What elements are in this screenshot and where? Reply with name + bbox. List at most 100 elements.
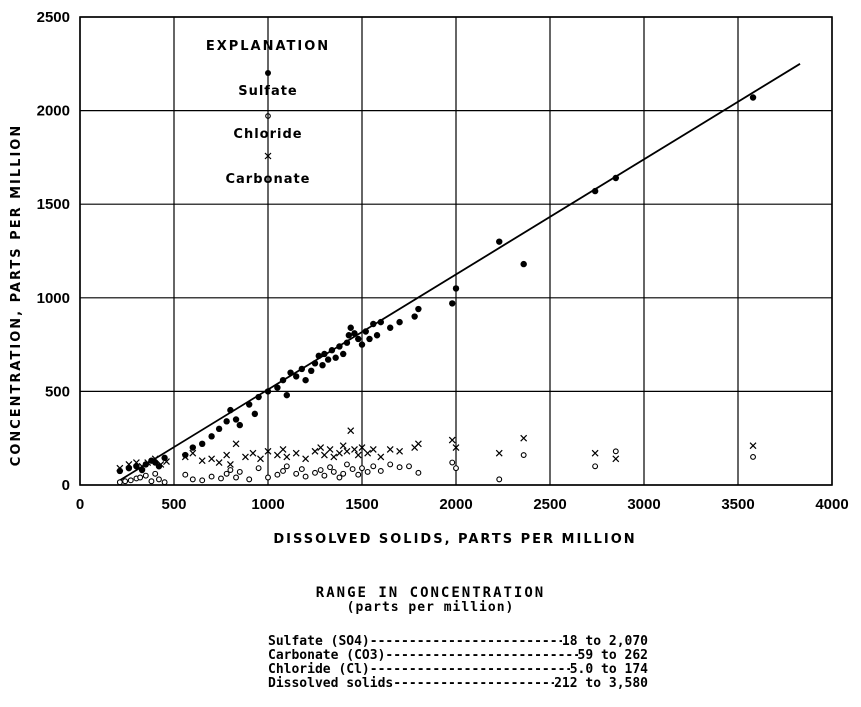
chloride-point	[137, 474, 144, 481]
range-row-sulfate: Sulfate (SO4) --------------------------…	[268, 635, 648, 649]
chloride-point	[223, 470, 230, 477]
carbonate-point	[320, 451, 328, 459]
chloride-point	[265, 474, 271, 481]
carbonate-point	[302, 455, 310, 463]
carbonate-point	[125, 460, 133, 468]
sulfate-point	[255, 393, 262, 401]
y-tick-label: 2000	[37, 103, 70, 120]
chloride-point	[233, 474, 239, 481]
legend-sulfate-marker	[265, 70, 271, 76]
y-axis-title: CONCENTRATION, PARTS PER MILLION	[9, 124, 24, 466]
sulfate-point	[236, 421, 243, 429]
carbonate-point	[317, 444, 325, 451]
carbonate-point	[181, 453, 189, 461]
carbonate-point	[257, 455, 264, 463]
sulfate-point	[351, 330, 358, 337]
carbonate-point	[163, 458, 170, 466]
sulfate-point	[302, 376, 309, 384]
range-label-sulfate: Sulfate (SO4)	[268, 634, 370, 649]
chloride-point	[336, 474, 343, 481]
chloride-point	[246, 476, 253, 483]
carbonate-point	[452, 444, 460, 451]
carbonate-point	[347, 427, 355, 435]
carbonate-point	[343, 447, 351, 455]
sulfate-point	[199, 440, 206, 448]
carbonate-point	[189, 449, 197, 457]
sulfate-point	[612, 174, 619, 182]
chloride-point	[227, 467, 234, 473]
carbonate-point	[591, 449, 599, 457]
chloride-point	[218, 475, 224, 482]
sulfate-point	[246, 401, 253, 408]
sulfate-point	[452, 285, 460, 292]
sulfate-point	[227, 406, 234, 414]
carbonate-point	[358, 444, 366, 451]
sulfate-point	[208, 433, 215, 440]
y-tick-label: 1000	[37, 290, 70, 307]
chloride-point	[122, 478, 129, 485]
sulfate-point	[182, 451, 189, 459]
legend-carbonate-label: Carbonate	[225, 172, 310, 187]
sulfate-point	[279, 376, 287, 384]
chloride-point	[370, 463, 377, 470]
sulfate-point	[520, 260, 527, 268]
carbonate-point	[226, 460, 234, 468]
legend: EXPLANATION Sulfate Chloride Carbonate	[206, 39, 328, 187]
chloride-point	[274, 471, 281, 478]
range-row-carbonate: Carbonate (CO3) ------------------------…	[268, 649, 648, 663]
carbonate-point	[151, 455, 159, 463]
carbonate-point	[354, 451, 362, 459]
sulfate-point	[264, 388, 272, 395]
sulfate-point	[293, 373, 300, 380]
y-tick-label: 500	[45, 383, 70, 400]
chloride-point	[349, 466, 356, 473]
carbonate-point	[369, 446, 377, 453]
grid-lines	[79, 16, 833, 486]
chloride-point	[236, 468, 243, 475]
sulfate-point	[347, 324, 354, 331]
sulfate-point	[308, 367, 315, 375]
sulfate-trend-line	[117, 63, 801, 483]
x-tick-label: 4000	[815, 496, 848, 513]
chloride-point	[156, 476, 162, 483]
carbonate-point	[749, 442, 757, 450]
sulfate-point	[340, 350, 347, 358]
legend-sulfate-label: Sulfate	[238, 84, 298, 99]
chloride-point	[415, 469, 422, 476]
chloride-point	[317, 467, 324, 473]
chloride-point	[344, 461, 350, 468]
carbonate-point	[292, 449, 300, 457]
carbonate-point	[414, 440, 422, 448]
chloride-point	[293, 470, 300, 477]
sulfate-point	[370, 320, 377, 328]
chloride-point	[208, 473, 215, 480]
carbonate-point	[116, 464, 124, 472]
chloride-point	[283, 463, 290, 470]
sulfate-point	[189, 444, 196, 451]
sulfate-point	[324, 356, 332, 363]
sulfate-point	[591, 187, 599, 195]
sulfate-point	[336, 343, 343, 350]
sulfate-point	[355, 335, 362, 343]
carbonate-point	[612, 455, 620, 463]
x-tick-label: 3000	[627, 496, 660, 513]
chloride-point	[127, 477, 134, 484]
carbonate-point	[326, 446, 334, 453]
chloride-point	[612, 448, 619, 455]
y-tick-label: 1500	[37, 196, 70, 213]
chloride-point	[340, 470, 347, 477]
x-tick-label: 2500	[533, 496, 566, 513]
chloride-point	[359, 465, 365, 472]
chloride-point	[142, 472, 149, 479]
carbonate-point	[279, 446, 287, 453]
data-points	[116, 94, 757, 486]
leader-dashes: ----------------------------------------…	[369, 635, 562, 649]
sulfate-point	[358, 341, 366, 348]
chloride-point	[592, 463, 599, 470]
x-tick-label: 2000	[439, 496, 472, 513]
sulfate-point	[332, 354, 339, 361]
sulfate-point	[377, 318, 384, 326]
legend-carbonate-marker	[264, 152, 272, 160]
sulfate-point	[311, 360, 319, 367]
trend-line-group	[117, 63, 801, 483]
